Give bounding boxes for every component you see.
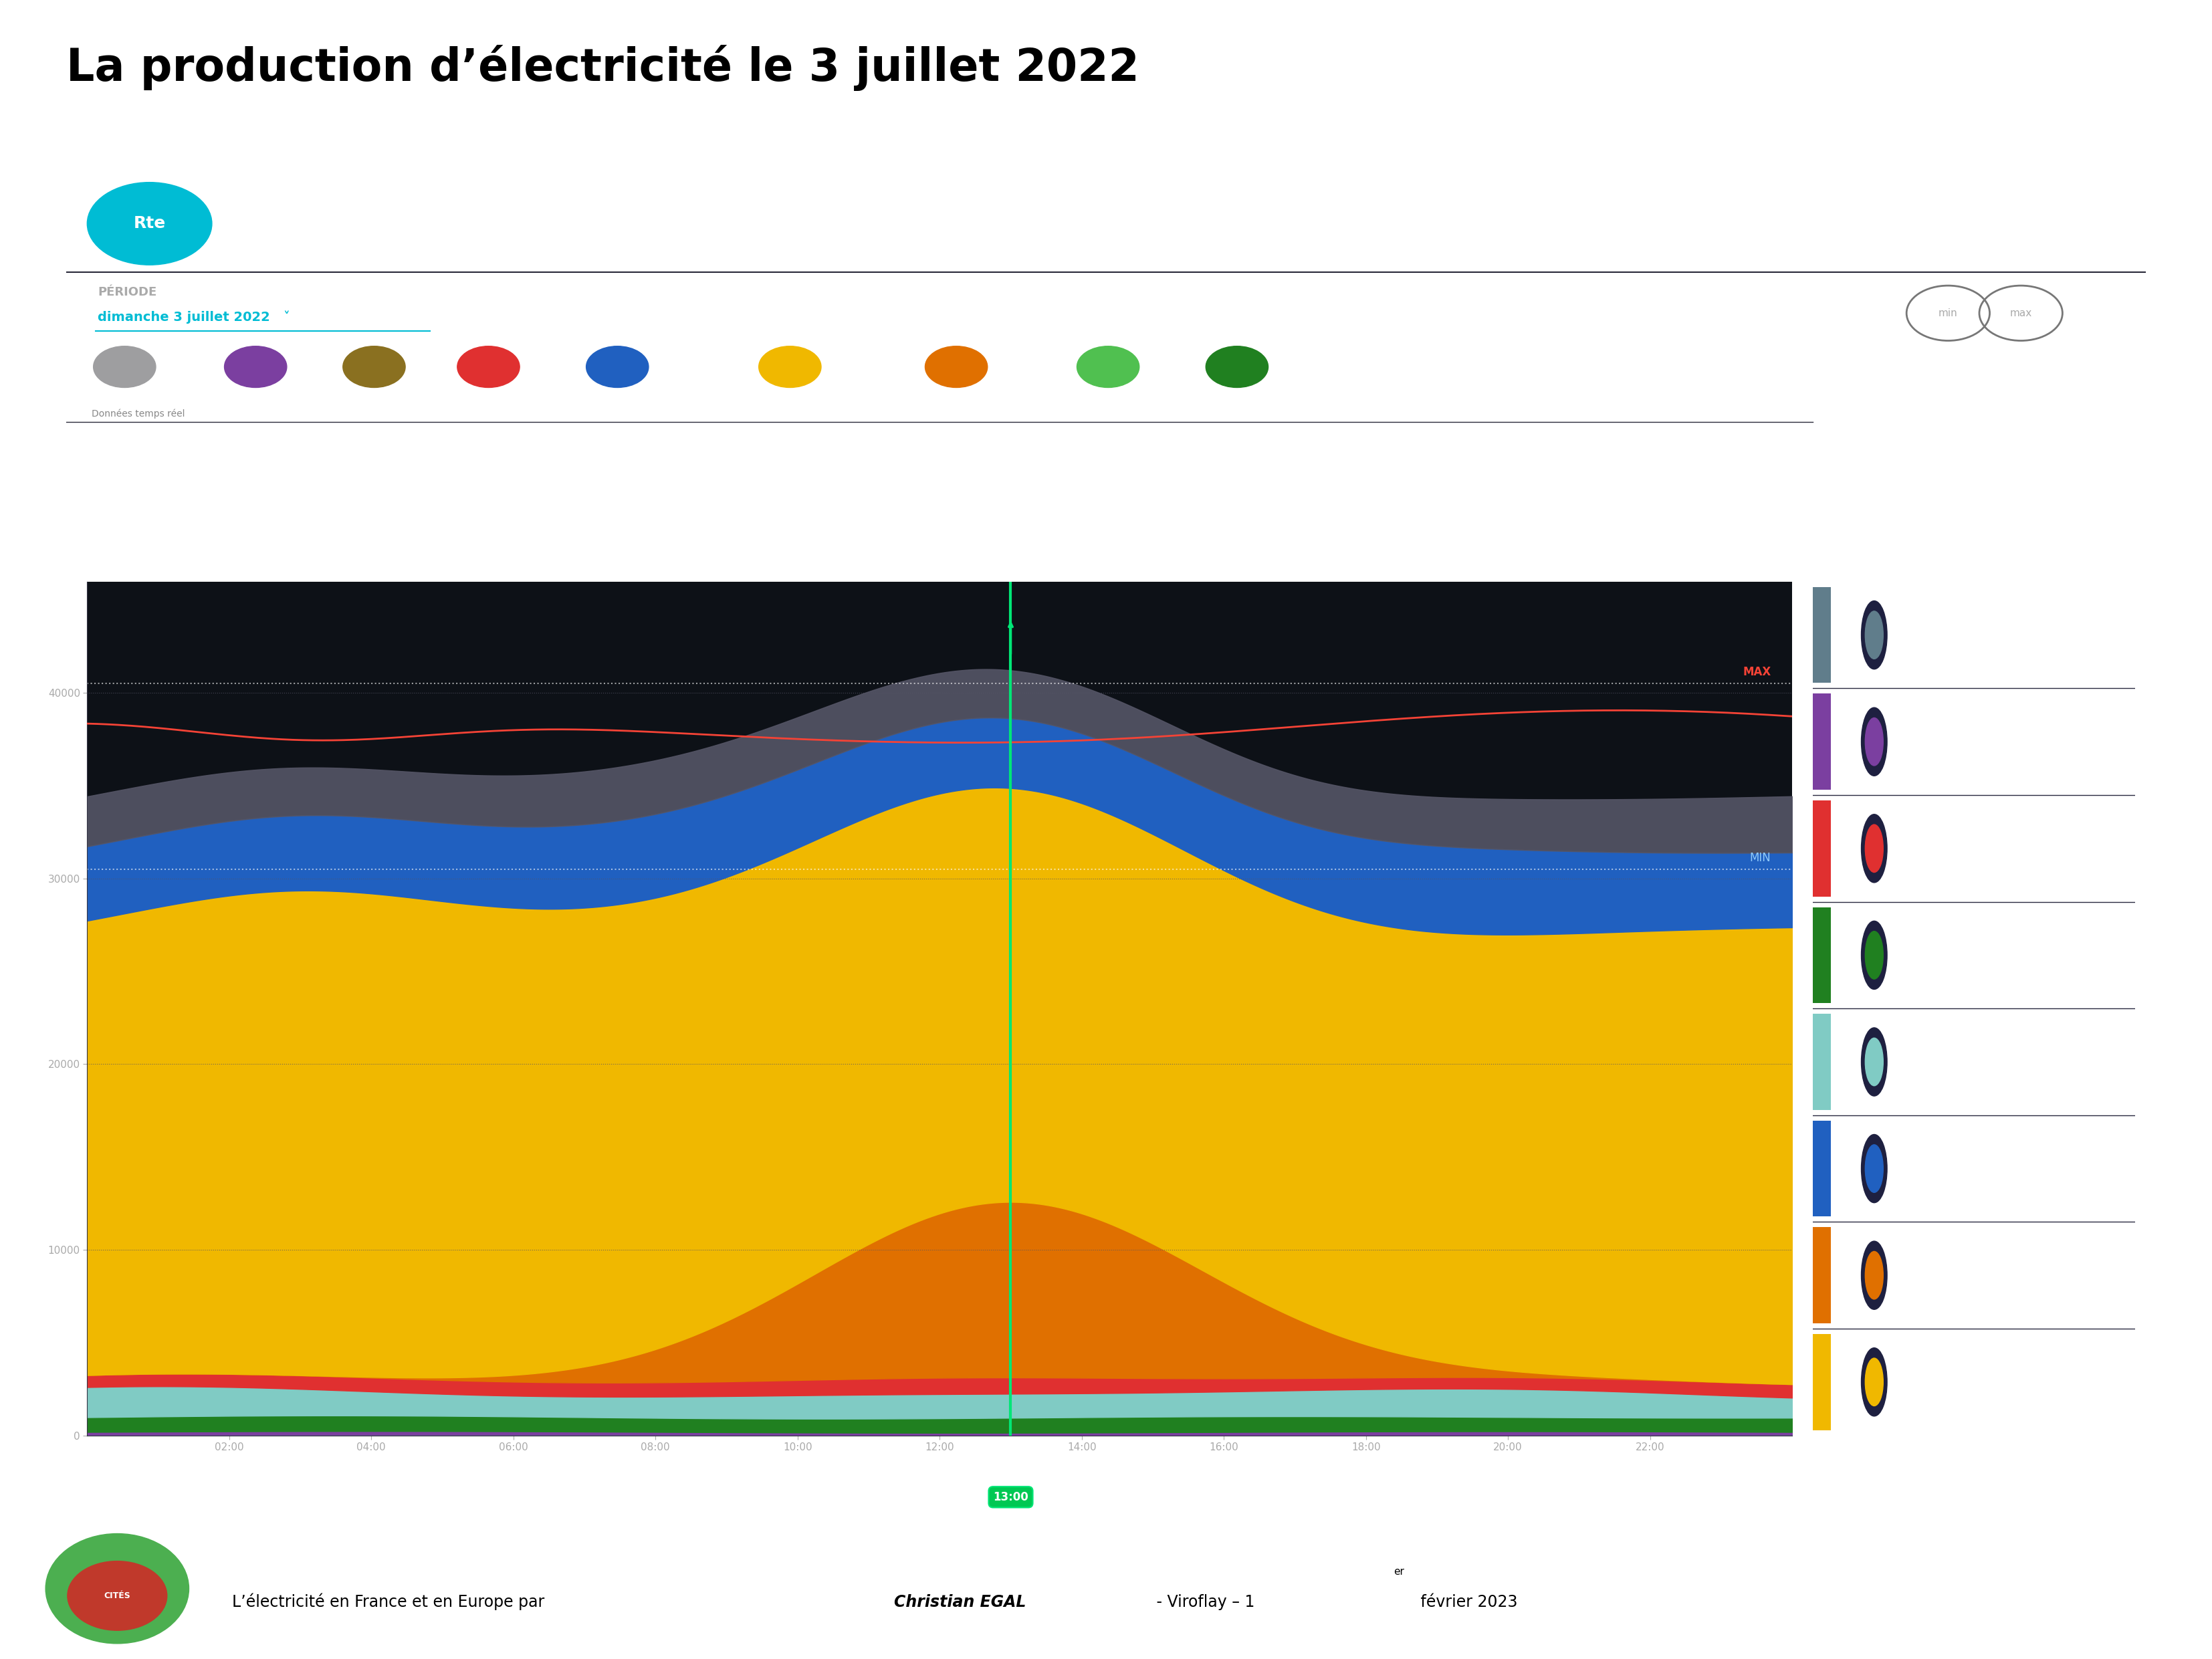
Text: Éolien: Éolien [1913,1055,1949,1068]
Bar [1814,1334,1832,1430]
Text: Fioul: Fioul [292,355,316,368]
Circle shape [1077,347,1139,388]
Bar [1814,1120,1832,1216]
Circle shape [343,347,405,388]
Point [82,322,108,342]
Text: Hydraulique: Hydraulique [1913,1163,1986,1175]
Text: 0%: 0% [2095,629,2119,642]
Text: Bioénergies: Bioénergies [1913,949,1984,961]
Text: 10%: 10% [2086,1161,2119,1175]
Bar [1814,1228,1832,1324]
Text: PÉRIODE: PÉRIODE [97,287,157,299]
Circle shape [1206,347,1267,388]
Text: Bioénergies: Bioénergies [1272,355,1338,368]
Text: 23%: 23% [2086,1269,2119,1282]
Text: 1303MW: 1303MW [1144,388,1201,401]
Text: L’électricité en France et en Europe par: L’électricité en France et en Europe par [232,1593,551,1611]
Text: 150MW: 150MW [292,388,341,401]
Text: 4250MW: 4250MW [653,388,712,401]
Text: 794MW: 794MW [1272,388,1323,401]
Text: Nucléaire: Nucléaire [825,355,878,368]
Text: Doc RTE: Doc RTE [1913,1375,1962,1389]
Circle shape [1860,601,1887,669]
Text: Charbon: Charbon [409,355,456,368]
Text: ▲  Export: ▲ Export [2004,355,2057,368]
Circle shape [86,182,212,265]
Text: ✕: ✕ [2090,209,2110,232]
Text: min: min [1938,309,1958,319]
Circle shape [1860,1027,1887,1097]
Text: Hydraulique: Hydraulique [653,355,721,368]
Ellipse shape [66,1561,168,1631]
Text: 13:00: 13:00 [993,1491,1029,1503]
Text: Gaz: Gaz [524,355,544,368]
Circle shape [586,347,648,388]
Text: Solaire: Solaire [991,355,1029,368]
Circle shape [925,347,987,388]
Text: ≋  Pompage: ≋ Pompage [1891,355,1960,368]
Text: 3%: 3% [2095,1055,2119,1068]
Circle shape [1865,931,1882,979]
Text: MIN: MIN [1750,851,1772,864]
Text: CITÉS: CITÉS [104,1591,131,1599]
Circle shape [759,347,821,388]
Text: La production d’électricité le 3 juillet 2022: La production d’électricité le 3 juillet… [66,45,1139,91]
Text: Rte: Rte [133,216,166,232]
Circle shape [93,347,155,388]
Circle shape [1860,815,1887,883]
Text: février 2023: février 2023 [1416,1594,1517,1609]
Text: dimanche 3 juillet 2022   ˅: dimanche 3 juillet 2022 ˅ [97,310,290,324]
Text: 934MW: 934MW [1891,388,1942,401]
Circle shape [1865,718,1882,765]
Text: Gaz: Gaz [1913,843,1936,854]
Bar [1814,800,1832,896]
Text: - Viroflay – 1: - Viroflay – 1 [1150,1594,1254,1609]
Text: er: er [1394,1566,1405,1578]
Circle shape [1860,921,1887,989]
Text: éCO₂mix - La production d'électricité par filière  ⓘ: éCO₂mix - La production d'électricité pa… [243,209,865,232]
Circle shape [1865,1039,1882,1085]
Text: 31MW: 31MW [409,388,451,401]
Circle shape [1865,1251,1882,1299]
Circle shape [458,347,520,388]
Circle shape [1860,1347,1887,1417]
Bar [1814,907,1832,1004]
Bar [1814,1014,1832,1110]
Text: 2%: 2% [2095,841,2119,854]
Point [416,322,442,342]
Text: Données temps réel: Données temps réel [91,408,184,418]
Bar [1814,693,1832,790]
Circle shape [1860,1135,1887,1203]
Text: 0MW: 0MW [2004,388,2037,401]
Circle shape [1860,1241,1887,1309]
Text: Christian EGAL: Christian EGAL [894,1594,1026,1609]
Text: 2864MW: 2864MW [159,388,219,401]
Text: Éolien: Éolien [1144,355,1177,368]
Text: max: max [2011,309,2033,319]
Text: MAX: MAX [1743,667,1772,679]
Text: 0%: 0% [2095,735,2119,748]
Text: 9460MW: 9460MW [991,388,1051,401]
Text: 25163MW: 25163MW [825,388,891,401]
Circle shape [1865,825,1882,873]
Circle shape [1865,1359,1882,1405]
Bar [1814,587,1832,684]
Circle shape [223,347,288,388]
Text: Fioul: Fioul [1913,735,1940,748]
Ellipse shape [46,1533,188,1644]
Circle shape [1865,1145,1882,1193]
Circle shape [1865,611,1882,659]
Text: Import: Import [159,355,197,368]
Text: 646MW: 646MW [524,388,575,401]
Text: Charbon: Charbon [1913,629,1964,640]
Text: %: % [2106,1375,2119,1389]
Text: Solaire: Solaire [1913,1269,1955,1281]
Circle shape [1860,708,1887,776]
Text: 2%: 2% [2095,949,2119,962]
